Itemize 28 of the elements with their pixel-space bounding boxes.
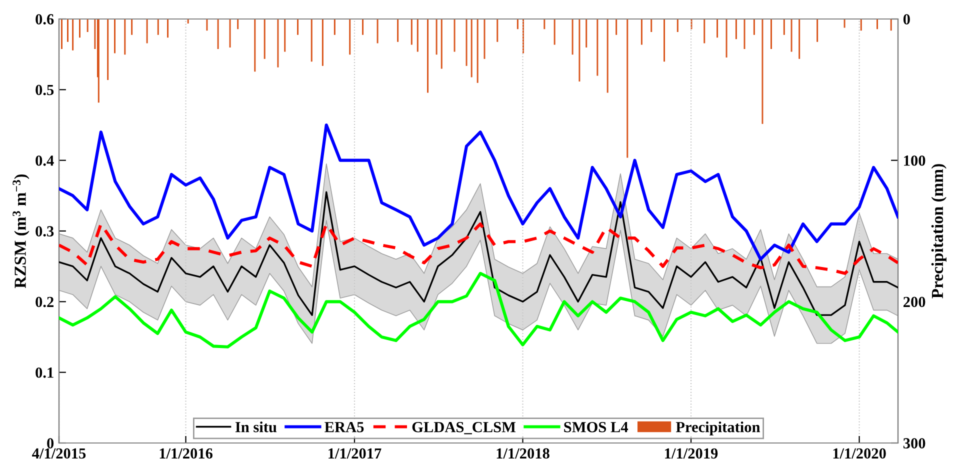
y-tick-label: 0.5 xyxy=(36,84,54,96)
y-tick-label: 0.1 xyxy=(36,367,54,378)
x-tick-label: 1/1/2017 xyxy=(328,448,382,459)
y-tick-label: 0.4 xyxy=(36,155,54,166)
y-tick-label: 0.2 xyxy=(36,296,54,308)
y-axis-title: RZSM (m$^{3}$ m$^{−3}$) xyxy=(12,174,30,288)
line-series xyxy=(59,222,898,275)
y2-tick-label: 300 xyxy=(903,438,926,448)
x-tick-label: 1/1/2016 xyxy=(160,448,212,459)
y2-tick-label: 100 xyxy=(904,155,926,166)
y-tick-label: 0.6 xyxy=(36,14,54,25)
legend-label: GLDAS_CLSM xyxy=(412,422,516,434)
x-tick-label: 1/1/2018 xyxy=(496,448,550,459)
legend-label: SMOS L4 xyxy=(564,422,628,432)
y-tick-label: 0 xyxy=(47,438,54,448)
y-tick-label: 0.3 xyxy=(36,226,54,237)
y2-tick-label: 200 xyxy=(904,296,926,308)
line-series xyxy=(59,191,898,316)
line-series xyxy=(59,272,898,348)
y2-tick-label: 0 xyxy=(903,14,910,24)
legend-label: ERA5 xyxy=(324,422,364,432)
x-tick-label: 1/1/2019 xyxy=(665,448,718,459)
line-series xyxy=(59,123,898,261)
legend-label: Precipitation xyxy=(676,422,760,436)
y2-axis-title: Precipitation (mm) xyxy=(931,164,946,298)
x-tick-label: 4/1/2015 xyxy=(32,448,86,459)
legend-label: In situ xyxy=(235,422,277,432)
x-tick-label: 1/1/2020 xyxy=(833,448,886,459)
